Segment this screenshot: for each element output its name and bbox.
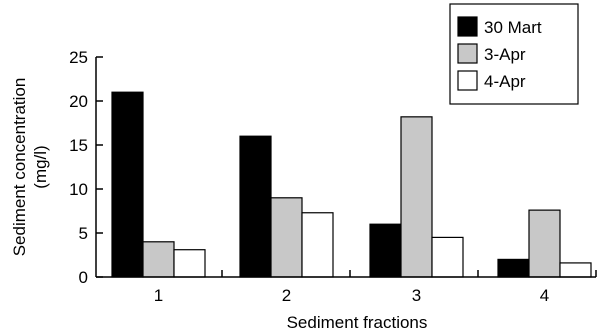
y-tick-label: 25 <box>69 48 88 67</box>
bar-3-apr-cat-3 <box>400 116 433 278</box>
bar-4-apr-cat-2 <box>301 212 334 278</box>
legend-label: 3-Apr <box>484 45 526 64</box>
y-tick-label: 15 <box>69 136 88 155</box>
bar-3-apr-cat-1 <box>142 241 175 278</box>
legend-swatch <box>457 70 478 91</box>
y-tick-label: 10 <box>69 180 88 199</box>
bar-4-apr-cat-1 <box>173 249 206 278</box>
legend-label: 30 Mart <box>484 18 542 37</box>
bar-30-mart-cat-1 <box>111 91 144 278</box>
ticks-group: 0 5 10 15 20 25 1 2 3 4 <box>69 48 597 305</box>
y-axis-title: Sediment concentration (mg/l) <box>10 78 50 257</box>
y-tick-label: 0 <box>79 268 88 287</box>
bar-3-apr-cat-2 <box>270 197 303 278</box>
y-axis-title-line-2: (mg/l) <box>31 145 50 188</box>
bar-30-mart-cat-3 <box>369 223 402 278</box>
legend-swatch <box>457 43 478 64</box>
legend: 30 Mart 3-Apr 4-Apr <box>449 3 579 105</box>
bar-4-apr-cat-4 <box>559 262 592 278</box>
x-axis-title: Sediment fractions <box>287 313 428 332</box>
bar-4-apr-cat-3 <box>431 236 464 278</box>
x-tick-label: 4 <box>540 286 549 305</box>
x-tick-label: 3 <box>412 286 421 305</box>
bar-3-apr-cat-4 <box>528 209 561 278</box>
y-tick-label: 5 <box>79 224 88 243</box>
y-tick-label: 20 <box>69 92 88 111</box>
axes-group <box>95 57 596 278</box>
bar-30-mart-cat-4 <box>497 258 530 278</box>
x-tick-label: 1 <box>154 286 163 305</box>
legend-swatch <box>457 16 478 37</box>
x-tick-label: 2 <box>282 286 291 305</box>
bar-30-mart-cat-2 <box>239 135 272 278</box>
legend-label: 4-Apr <box>484 72 526 91</box>
y-axis-title-line-1: Sediment concentration <box>10 78 29 257</box>
bars-group <box>111 91 592 278</box>
